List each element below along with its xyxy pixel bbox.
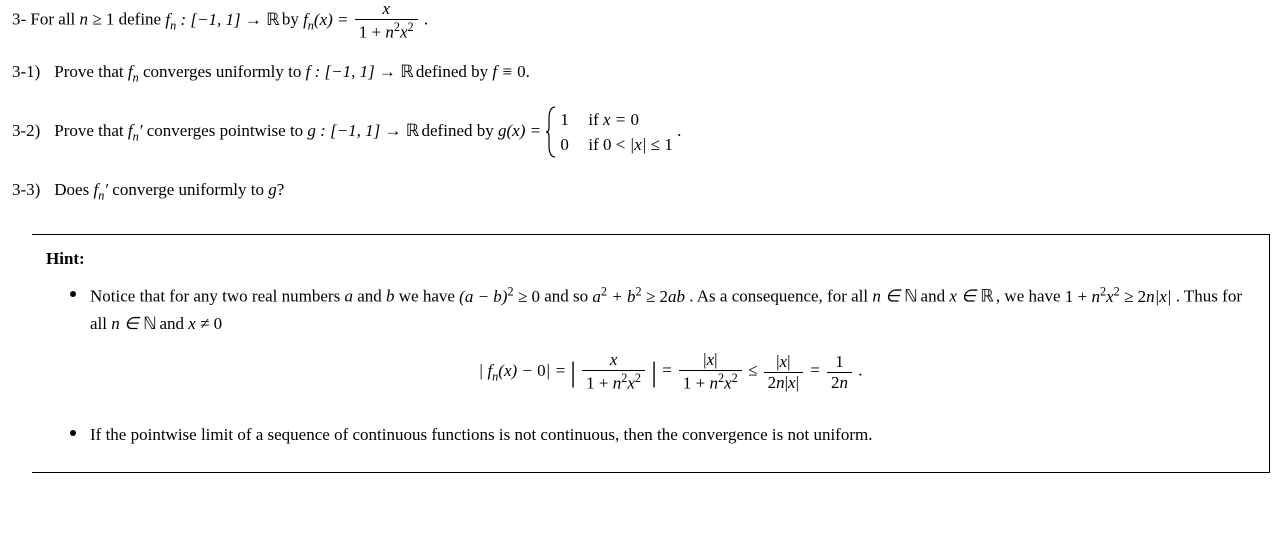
left-brace-icon [545, 106, 557, 158]
hint-item-1: Notice that for any two real numbers a a… [46, 282, 1251, 410]
bullet-icon [70, 291, 76, 297]
math-ninN2: n ∈ ℕ [111, 314, 155, 333]
part-label-3-2: 3-2) [12, 117, 50, 144]
math-xne0: x ≠ 0 [188, 314, 222, 333]
text: . As a consequence, for all [689, 287, 872, 306]
text: by [282, 10, 303, 29]
text: and so [544, 287, 592, 306]
text: and [357, 287, 386, 306]
math-fn-eq: fn(x) = [303, 10, 353, 29]
text: Prove that [54, 62, 128, 81]
part-label-3-3: 3-3) [12, 176, 50, 203]
fn-fraction: x 1 + n2x2 [355, 0, 418, 41]
hint-box: Hint: Notice that for any two real numbe… [32, 234, 1270, 473]
math-ineq1: 1 + n2x2 ≥ 2n|x| [1065, 287, 1172, 306]
case-val-1: 1 [560, 107, 574, 133]
math-g: g [268, 180, 277, 199]
text: defined by [416, 62, 492, 81]
math-g-domain: g : [−1, 1] → ℝ [307, 121, 417, 140]
math-ninN: n ∈ ℕ [872, 287, 916, 306]
math-fn-prime: fn′ [128, 121, 143, 140]
part-3-2: 3-2) Prove that fn′ converges pointwise … [12, 106, 1270, 158]
hint-item-2: If the pointwise limit of a sequence of … [46, 421, 1251, 448]
text: Prove that [54, 121, 128, 140]
text: we have [399, 287, 459, 306]
math-a: a [344, 287, 353, 306]
text: and [159, 314, 188, 333]
text: Does [54, 180, 93, 199]
math-fn-prime-2: fn′ [93, 180, 108, 199]
bullet-icon [70, 430, 76, 436]
part-3-1: 3-1) Prove that fn converges uniformly t… [12, 58, 1270, 88]
math-f-zero: f ≡ 0 [492, 62, 525, 81]
math-fn-def: fn : [−1, 1] → ℝ [165, 10, 277, 29]
text: , we have [996, 287, 1065, 306]
math-ambsq: (a − b)2 ≥ 0 [459, 287, 540, 306]
math-b: b [386, 287, 395, 306]
math-xinR: x ∈ ℝ [949, 287, 991, 306]
math-f-domain: f : [−1, 1] → ℝ [306, 62, 412, 81]
text: converges pointwise to [147, 121, 308, 140]
text: converge uniformly to [112, 180, 268, 199]
problem-header: 3- For all n ≥ 1 define fn : [−1, 1] → ℝ… [12, 0, 1270, 41]
text: define [119, 10, 166, 29]
math-gx-eq: g(x) = [498, 121, 545, 140]
text: 3- For all [12, 10, 80, 29]
hint-title: Hint: [46, 245, 1251, 272]
display-equation: | fn(x) − 0| = | x 1 + n2x2 | = |x| 1 + … [90, 351, 1251, 396]
text: converges uniformly to [143, 62, 306, 81]
text: defined by [422, 121, 498, 140]
math-a2b2: a2 + b2 ≥ 2ab [592, 287, 685, 306]
math-n-geq-1: n ≥ 1 [80, 10, 115, 29]
case-val-2: 0 [560, 132, 574, 158]
case-cond-2-pre: if [588, 135, 603, 154]
case-cond-1-pre: if [588, 110, 603, 129]
text: and [921, 287, 950, 306]
hint-text-2: If the pointwise limit of a sequence of … [90, 421, 1251, 448]
part-3-3: 3-3) Does fn′ converge uniformly to g? [12, 176, 1270, 206]
text: Notice that for any two real numbers [90, 287, 344, 306]
math-fn: fn [128, 62, 139, 81]
cases-g: 1 if x = 0 0 if 0 < |x| ≤ 1 [545, 106, 672, 158]
part-label-3-1: 3-1) [12, 58, 50, 85]
